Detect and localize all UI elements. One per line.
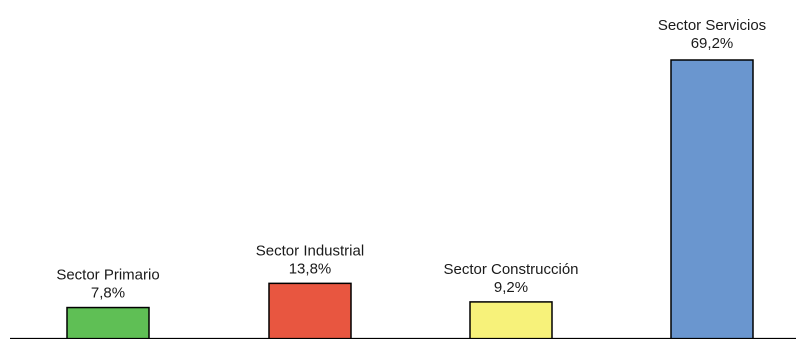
category-label-4: Sector Servicios xyxy=(658,17,766,34)
category-label-3: Sector Construcción xyxy=(443,261,578,278)
category-label-2: Sector Industrial xyxy=(256,242,364,259)
category-label-1: Sector Primario xyxy=(56,267,159,284)
bars-layer xyxy=(66,59,754,339)
bar-3 xyxy=(469,301,553,339)
value-label-3: 9,2% xyxy=(494,279,528,296)
value-label-1: 7,8% xyxy=(91,285,125,302)
value-label-2: 13,8% xyxy=(289,260,332,277)
bar-4 xyxy=(670,59,754,339)
value-label-4: 69,2% xyxy=(691,35,734,52)
bar-1 xyxy=(66,306,150,339)
bar-2 xyxy=(268,282,352,339)
